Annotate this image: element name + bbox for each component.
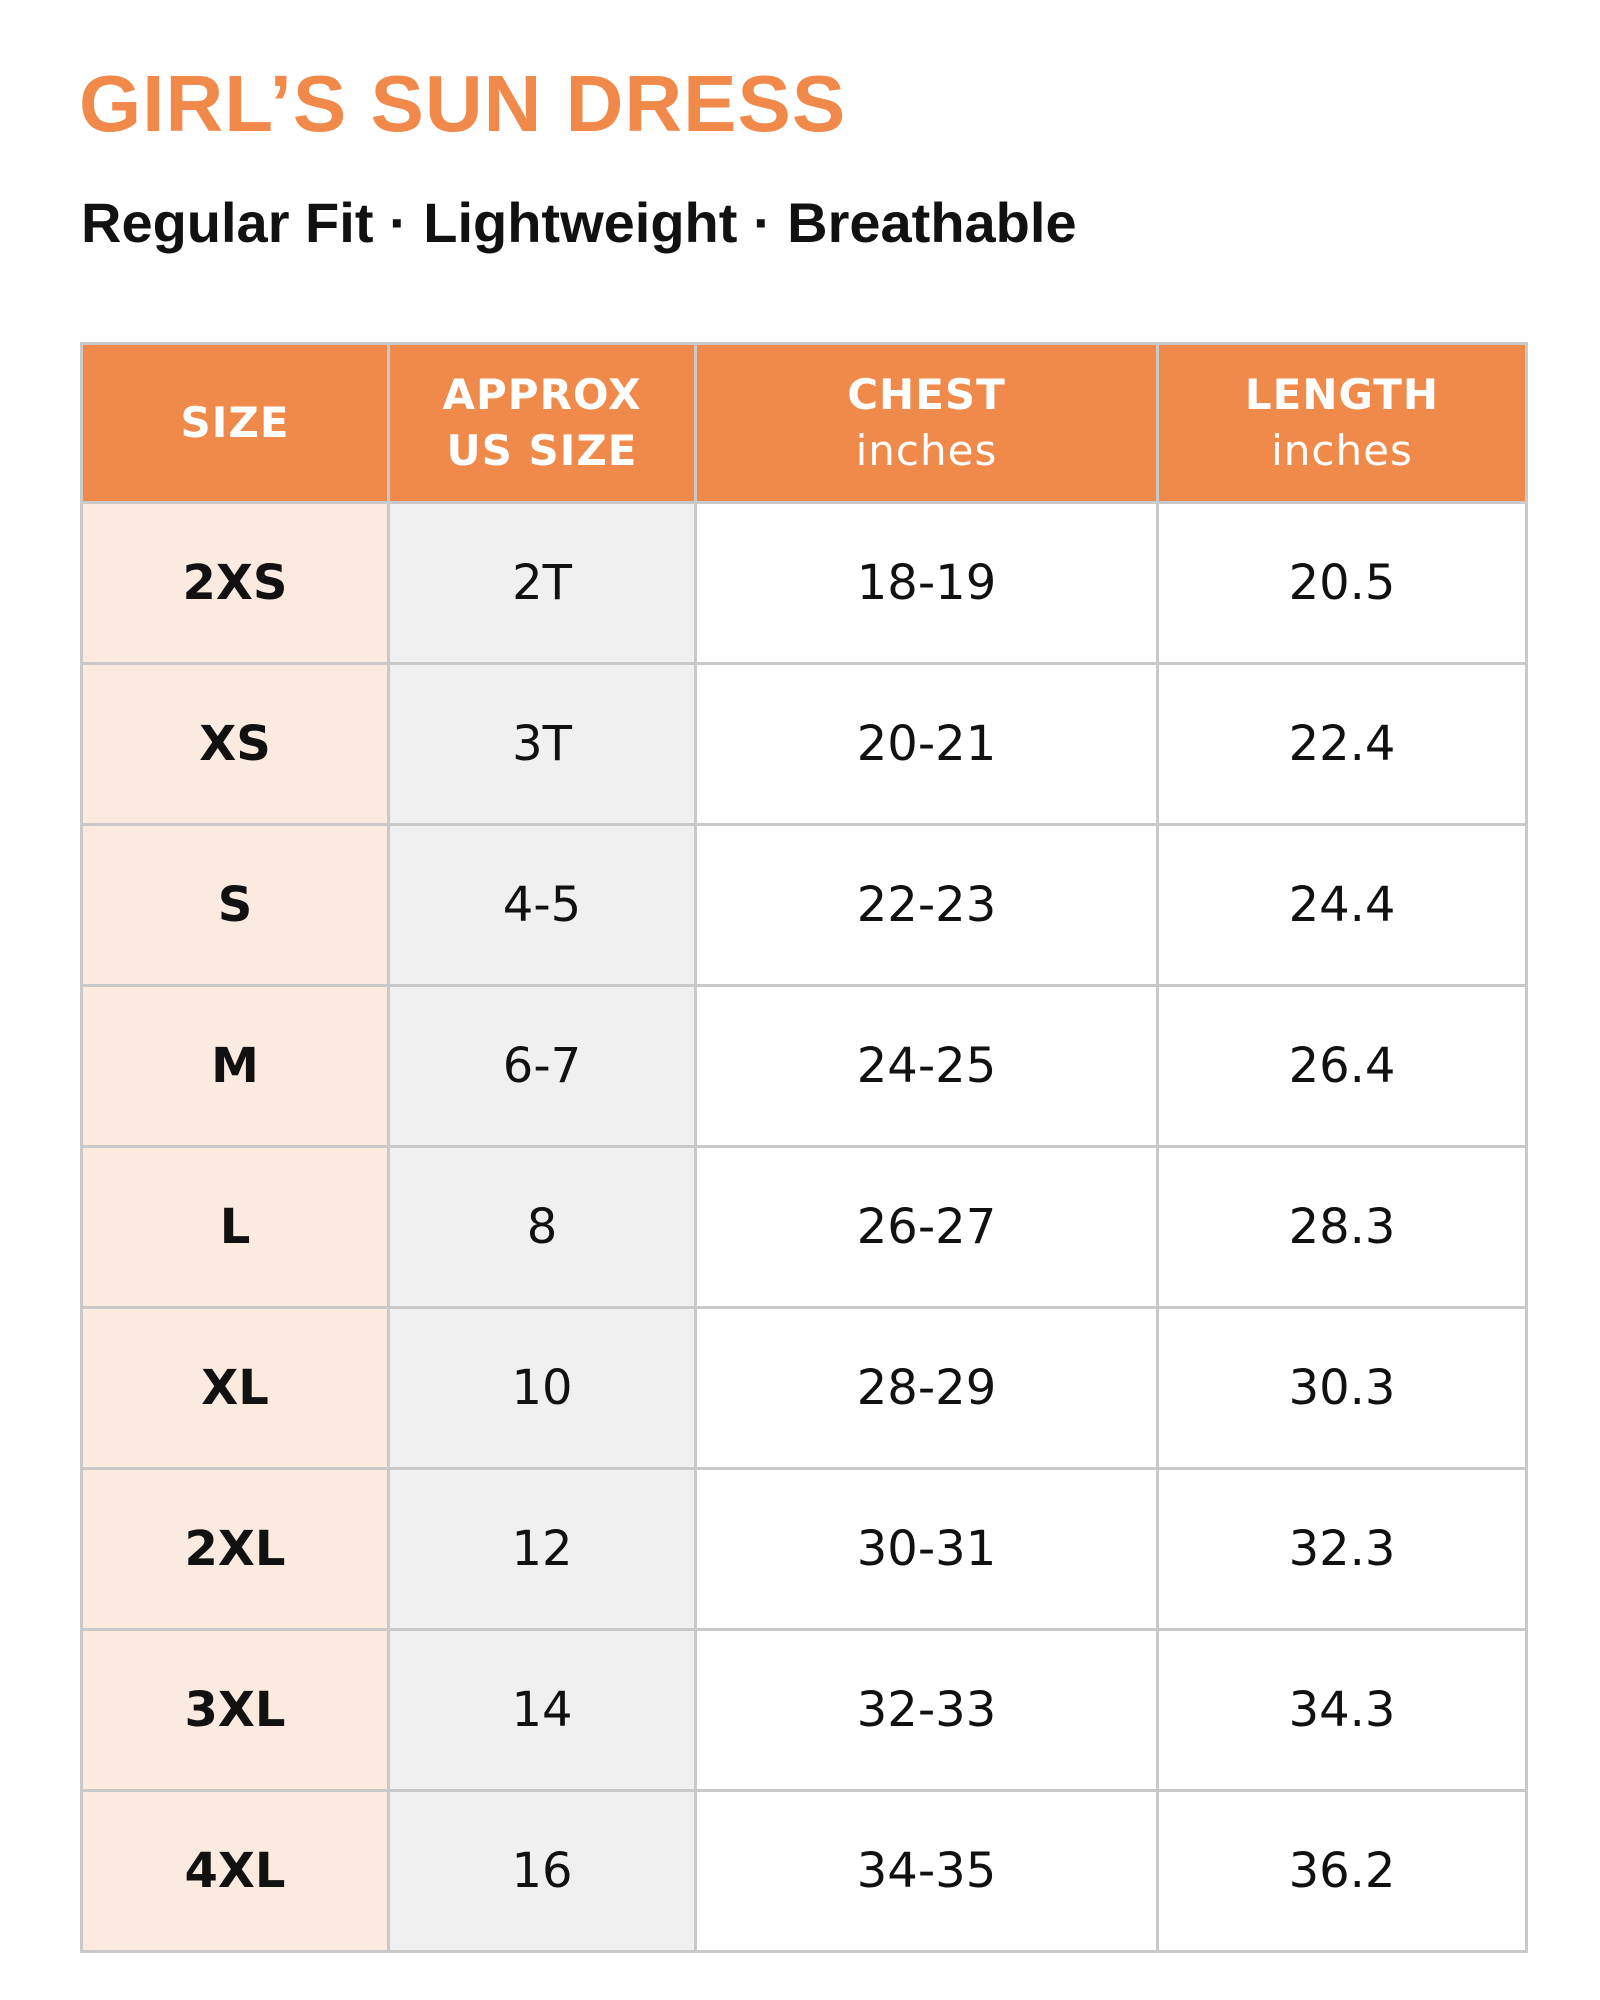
table-row: XL 10 28-29 30.3 [80, 1306, 1528, 1470]
table-cell: 20.5 [1156, 501, 1528, 665]
table-cell: 4-5 [387, 823, 697, 987]
table-row: 2XS 2T 18-19 20.5 [80, 501, 1528, 665]
table-cell: 34.3 [1156, 1628, 1528, 1792]
table-cell: 24.4 [1156, 823, 1528, 987]
header-cell: APPROX US SIZE [387, 342, 697, 504]
table-cell: 16 [387, 1789, 697, 1953]
table-cell: L [80, 1145, 390, 1309]
table-cell: 32-33 [694, 1628, 1159, 1792]
table-row: 4XL 16 34-35 36.2 [80, 1789, 1528, 1953]
table-cell: 4XL [80, 1789, 390, 1953]
table-cell: 22-23 [694, 823, 1159, 987]
title: GIRL’S SUN DRESS [79, 59, 847, 148]
table-row: S 4-5 22-23 24.4 [80, 823, 1528, 987]
table-cell: 28.3 [1156, 1145, 1528, 1309]
table-cell: 34-35 [694, 1789, 1159, 1953]
table-cell: 26-27 [694, 1145, 1159, 1309]
table-cell: 18-19 [694, 501, 1159, 665]
table-cell: 32.3 [1156, 1467, 1528, 1631]
table-cell: 26.4 [1156, 984, 1528, 1148]
table-row: M 6-7 24-25 26.4 [80, 984, 1528, 1148]
table-cell: 22.4 [1156, 662, 1528, 826]
table-cell: 3XL [80, 1628, 390, 1792]
table-cell: 10 [387, 1306, 697, 1470]
table-row: 3XL 14 32-33 34.3 [80, 1628, 1528, 1792]
size-table: SIZE APPROX US SIZE CHEST inches LENGTH inche… [80, 342, 1528, 1953]
table-cell: S [80, 823, 390, 987]
header-unit: inches [1271, 426, 1413, 475]
header-cell: SIZE [80, 342, 390, 504]
table-cell: XL [80, 1306, 390, 1470]
header-title: CHEST [847, 370, 1006, 419]
subtitle: Regular Fit · Lightweight · Breathable [81, 191, 1077, 254]
table-cell: 30-31 [694, 1467, 1159, 1631]
header-cell: CHEST inches [694, 342, 1159, 504]
table-cell: 8 [387, 1145, 697, 1309]
table-cell: 2XL [80, 1467, 390, 1631]
table-body: 2XS 2T 18-19 20.5 XS 3T 20-21 22.4 S 4-5 22-23 24.4… [80, 501, 1528, 1953]
table-cell: 2XS [80, 501, 390, 665]
table-row: XS 3T 20-21 22.4 [80, 662, 1528, 826]
header-unit: inches [855, 426, 998, 475]
table-row: L 8 26-27 28.3 [80, 1145, 1528, 1309]
table-cell: 6-7 [387, 984, 697, 1148]
table-cell: 28-29 [694, 1306, 1159, 1470]
table-cell: M [80, 984, 390, 1148]
table-cell: 12 [387, 1467, 697, 1631]
header-title: APPROX US SIZE [442, 370, 642, 475]
table-cell: 24-25 [694, 984, 1159, 1148]
table-cell: 30.3 [1156, 1306, 1528, 1470]
header-cell: LENGTH inches [1156, 342, 1528, 504]
header-row: SIZE APPROX US SIZE CHEST inches LENGTH inche… [80, 342, 1528, 504]
table-row: 2XL 12 30-31 32.3 [80, 1467, 1528, 1631]
table-cell: 3T [387, 662, 697, 826]
table-cell: 2T [387, 501, 697, 665]
table-cell: 20-21 [694, 662, 1159, 826]
header-title: LENGTH [1244, 370, 1440, 419]
table-cell: 36.2 [1156, 1789, 1528, 1953]
table-cell: 14 [387, 1628, 697, 1792]
table-cell: XS [80, 662, 390, 826]
header-title: SIZE [180, 398, 290, 447]
